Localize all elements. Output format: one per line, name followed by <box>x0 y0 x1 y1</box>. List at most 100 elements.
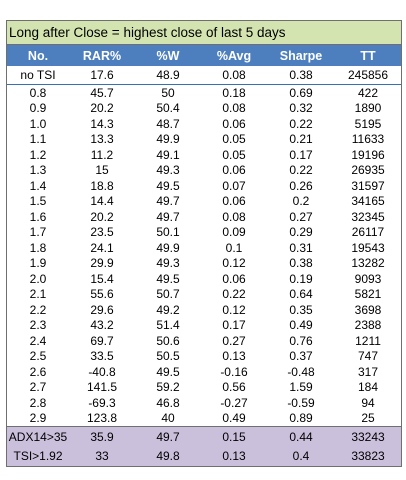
cell-avg-pct: 0.22 <box>222 287 246 302</box>
cell-tt: 19196 <box>351 147 385 162</box>
cell-no: 1.7 <box>29 225 47 240</box>
cell-sharpe: 0.64 <box>289 287 313 302</box>
cell-avg-pct: 0.18 <box>222 85 246 100</box>
cell-tt: 9093 <box>354 271 382 286</box>
cell-tt: 5821 <box>354 287 382 302</box>
cell-sharpe: 0.49 <box>289 318 313 333</box>
cell-tt: 33823 <box>351 449 385 464</box>
header-row: No. RAR% %W %Avg Sharpe TT <box>7 45 401 66</box>
table-row: 2.8 -69.3 46.8 -0.27 -0.59 94 <box>7 395 401 411</box>
cell-rar: 15 <box>95 163 109 178</box>
header-win-pct: %W <box>156 48 180 63</box>
cell-rar: 11.2 <box>90 147 114 162</box>
cell-sharpe: -0.59 <box>287 395 315 410</box>
cell-no: ADX14>35 <box>8 429 68 444</box>
table-row: 1.8 24.1 49.9 0.1 0.31 19543 <box>7 240 401 256</box>
cell-rar: 43.2 <box>90 318 114 333</box>
header-rar: RAR% <box>82 48 122 63</box>
cell-tt: 184 <box>357 380 379 395</box>
cell-avg-pct: 0.06 <box>222 116 246 131</box>
cell-no: 1.8 <box>29 240 47 255</box>
cell-avg-pct: 0.12 <box>222 302 246 317</box>
cell-tt: 422 <box>357 85 379 100</box>
cell-no: 1.1 <box>29 132 47 147</box>
cell-rar: 20.2 <box>90 101 114 116</box>
cell-rar: 33 <box>95 449 109 464</box>
cell-sharpe: 0.19 <box>289 271 313 286</box>
cell-rar: 13.3 <box>90 132 114 147</box>
table-row: 1.4 18.8 49.5 0.07 0.26 31597 <box>7 178 401 194</box>
cell-no: 0.9 <box>29 101 47 116</box>
cell-rar: 23.5 <box>90 225 114 240</box>
cell-tt: 3698 <box>354 302 382 317</box>
cell-sharpe: 0.22 <box>289 163 313 178</box>
table-row: 2.7 141.5 59.2 0.56 1.59 184 <box>7 380 401 396</box>
cell-win-pct: 50 <box>161 85 175 100</box>
cell-sharpe: 0.26 <box>289 178 313 193</box>
cell-win-pct: 49.1 <box>156 147 180 162</box>
cell-avg-pct: 0.56 <box>222 380 246 395</box>
cell-tt: 5195 <box>354 116 382 131</box>
cell-win-pct: 48.9 <box>156 68 180 82</box>
cell-sharpe: 0.22 <box>289 116 313 131</box>
table-row: 2.4 69.7 50.6 0.27 0.76 1211 <box>7 333 401 349</box>
cell-no: 2.1 <box>29 287 47 302</box>
cell-sharpe: 0.31 <box>289 240 313 255</box>
cell-tt: 19543 <box>351 240 385 255</box>
cell-sharpe: 0.35 <box>289 302 313 317</box>
threshold-rows: 0.8 45.7 50 0.18 0.69 422 0.9 20.2 50.4 0.08 0.32 1… <box>7 85 401 426</box>
cell-sharpe: 0.29 <box>289 225 313 240</box>
cell-win-pct: 49.5 <box>156 271 180 286</box>
cell-no: 2.7 <box>29 380 47 395</box>
cell-avg-pct: 0.09 <box>222 225 246 240</box>
cell-win-pct: 49.7 <box>156 209 180 224</box>
cell-rar: 29.6 <box>90 302 114 317</box>
cell-tt: 11633 <box>351 132 385 147</box>
cell-win-pct: 40 <box>161 411 175 426</box>
cell-avg-pct: 0.15 <box>222 429 246 444</box>
table-row: 1.9 29.9 49.3 0.12 0.38 13282 <box>7 256 401 272</box>
cell-avg-pct: 0.08 <box>222 209 246 224</box>
cell-tt: 317 <box>357 364 379 379</box>
cell-win-pct: 49.3 <box>156 163 180 178</box>
cell-no: no TSI <box>20 68 56 82</box>
cell-tt: 31597 <box>351 178 385 193</box>
cell-win-pct: 50.1 <box>156 225 180 240</box>
cell-no: 1.2 <box>29 147 47 162</box>
cell-no: 1.5 <box>29 194 47 209</box>
cell-rar: 45.7 <box>90 85 114 100</box>
cell-win-pct: 50.5 <box>156 349 180 364</box>
cell-rar: 141.5 <box>86 380 118 395</box>
cell-win-pct: 49.9 <box>156 132 180 147</box>
cell-sharpe: 0.69 <box>289 85 313 100</box>
cell-win-pct: 59.2 <box>156 380 180 395</box>
cell-win-pct: 49.7 <box>156 429 180 444</box>
table-row: 2.2 29.6 49.2 0.12 0.35 3698 <box>7 302 401 318</box>
table-row: 1.0 14.3 48.7 0.06 0.22 5195 <box>7 116 401 132</box>
cell-rar: 15.4 <box>90 271 114 286</box>
cell-no: TSI>1.92 <box>13 449 63 464</box>
cell-rar: 55.6 <box>90 287 114 302</box>
summary-row: TSI>1.92 33 49.8 0.13 0.4 33823 <box>7 446 401 466</box>
cell-sharpe: 0.32 <box>289 101 313 116</box>
cell-tt: 13282 <box>351 256 385 271</box>
table-row: 0.8 45.7 50 0.18 0.69 422 <box>7 85 401 101</box>
cell-tt: 34165 <box>351 194 385 209</box>
header-sharpe: Sharpe <box>279 48 323 63</box>
cell-sharpe: 0.37 <box>289 349 313 364</box>
header-avg-pct: %Avg <box>216 48 252 63</box>
cell-no: 2.9 <box>29 411 47 426</box>
cell-rar: 14.3 <box>90 116 114 131</box>
cell-tt: 32345 <box>351 209 385 224</box>
baseline-row: no TSI 17.6 48.9 0.08 0.38 245856 <box>7 66 401 85</box>
table-row: 2.6 -40.8 49.5 -0.16 -0.48 317 <box>7 364 401 380</box>
cell-rar: 14.4 <box>90 194 114 209</box>
cell-no: 2.2 <box>29 302 47 317</box>
cell-no: 1.3 <box>29 163 47 178</box>
cell-no: 2.8 <box>29 395 47 410</box>
cell-rar: 24.1 <box>90 240 114 255</box>
cell-rar: 69.7 <box>90 333 114 348</box>
header-tt: TT <box>360 48 376 63</box>
cell-avg-pct: -0.16 <box>220 364 248 379</box>
cell-no: 1.4 <box>29 178 47 193</box>
